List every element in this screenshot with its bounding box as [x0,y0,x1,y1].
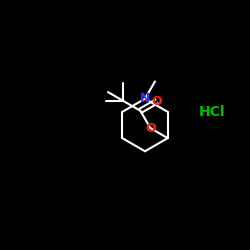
Text: O: O [145,122,156,134]
Text: HCl: HCl [199,106,226,120]
Text: N: N [140,92,150,105]
Text: O: O [151,95,162,108]
